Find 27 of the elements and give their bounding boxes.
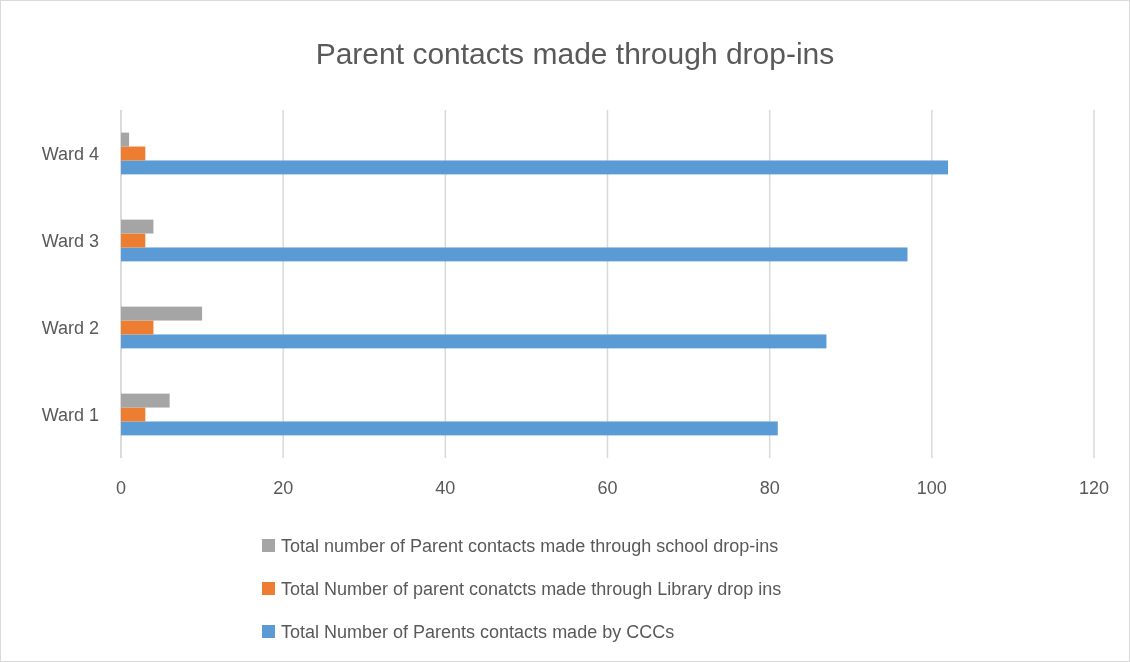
legend-label: Total Number of parent conatcts made through Library drop ins (281, 579, 782, 599)
bar (121, 247, 908, 262)
bar (121, 306, 203, 321)
x-tick-label: 120 (1078, 478, 1110, 498)
y-tick-label: Ward 1 (41, 404, 99, 425)
bar (121, 132, 130, 147)
x-tick-label: 80 (759, 478, 780, 498)
bar (121, 421, 778, 436)
y-tick-label: Ward 4 (41, 143, 99, 164)
bar (121, 160, 949, 175)
legend-label: Total number of Parent contacts made through school drop-ins (281, 536, 779, 556)
bar (121, 320, 154, 335)
bar (121, 407, 146, 422)
x-tick-label: 20 (273, 478, 294, 498)
bar (121, 219, 154, 234)
bar (121, 233, 146, 248)
bar (121, 146, 146, 161)
x-tick-label: 40 (435, 478, 456, 498)
legend-label: Total Number of Parents contacts made by CCCs (281, 622, 675, 642)
x-tick-label: 100 (916, 478, 947, 498)
bar (121, 393, 170, 408)
bar (121, 334, 827, 349)
y-tick-label: Ward 2 (41, 317, 99, 338)
chart-title: Parent contacts made through drop-ins (315, 37, 835, 70)
x-tick-label: 60 (597, 478, 618, 498)
x-tick-label: 0 (115, 478, 127, 498)
y-tick-label: Ward 3 (41, 230, 99, 251)
